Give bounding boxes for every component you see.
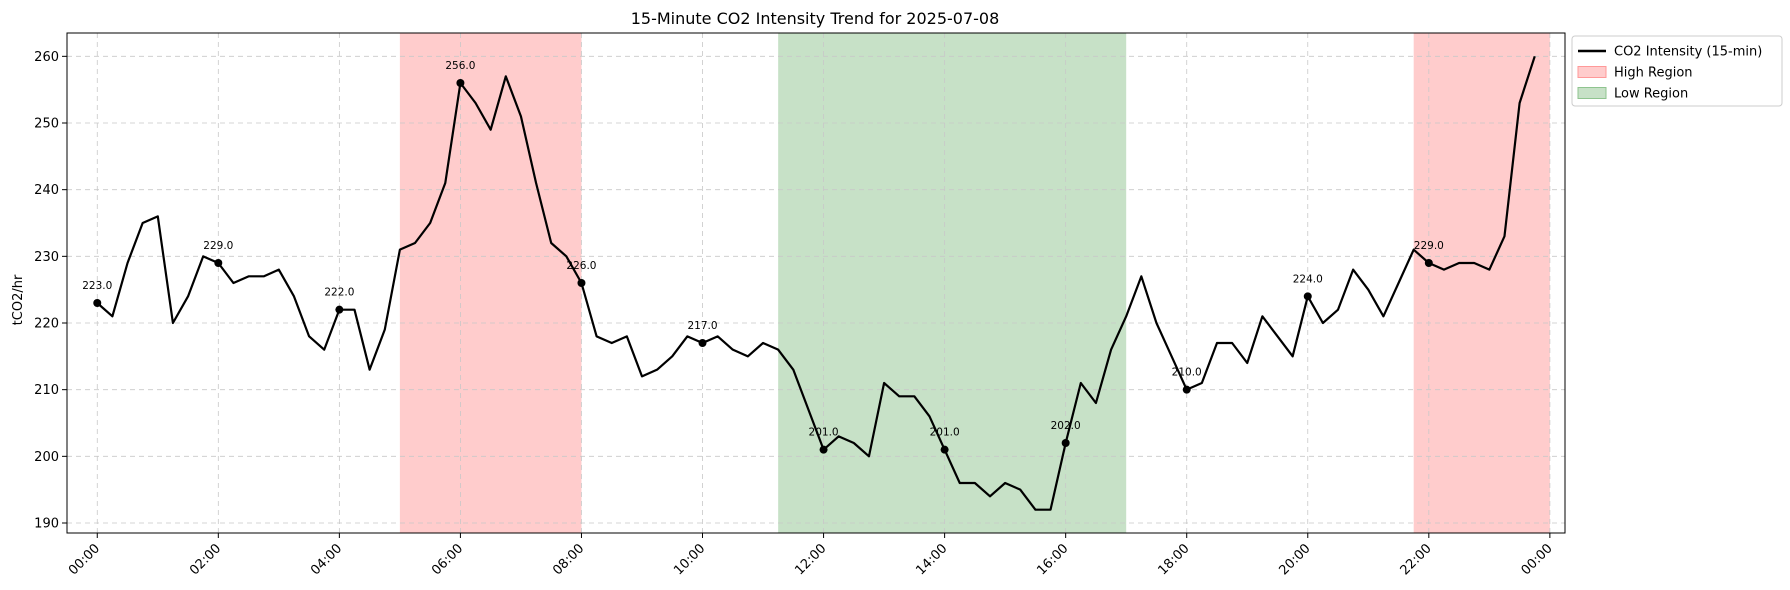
- markers-layer: 223.0 229.0 222.0 256.0 226.0 217.0 201.0 201.0…: [82, 60, 1444, 454]
- legend-label-0: CO2 Intensity (15-min): [1614, 45, 1762, 60]
- legend-box: [1571, 35, 1783, 107]
- region-1: [778, 33, 1127, 533]
- legend-swatch-1: [1577, 66, 1607, 78]
- data-label-0: 223.0: [82, 280, 112, 292]
- data-label-6: 201.0: [809, 427, 839, 439]
- data-point-7: [940, 445, 949, 454]
- series-layer: [96, 55, 1536, 511]
- data-point-2: [335, 305, 344, 314]
- data-point-0: [93, 299, 102, 307]
- data-label-4: 226.0: [566, 260, 596, 272]
- data-label-5: 217.0: [687, 320, 717, 332]
- data-label-8: 202.0: [1051, 420, 1081, 432]
- data-label-7: 201.0: [930, 427, 960, 439]
- y-tick-label-0: 190: [34, 517, 59, 532]
- data-point-6: [819, 445, 828, 454]
- data-point-4: [577, 279, 586, 287]
- data-point-1: [214, 259, 223, 267]
- legend-swatch-2: [1577, 87, 1607, 99]
- shaded-regions: [399, 33, 1550, 533]
- region-2: [1413, 33, 1550, 533]
- data-label-9: 210.0: [1172, 367, 1202, 379]
- data-label-3: 256.0: [445, 60, 475, 72]
- data-label-1: 229.0: [203, 240, 233, 252]
- y-tick-label-1: 200: [34, 450, 59, 465]
- y-tick-label-2: 210: [34, 383, 59, 398]
- y-tick-label-3: 220: [34, 317, 59, 332]
- data-point-11: [1424, 259, 1433, 267]
- data-point-8: [1061, 439, 1070, 447]
- y-tick-label-5: 240: [34, 183, 59, 198]
- region-0: [399, 33, 582, 533]
- chart-title: 15-Minute CO2 Intensity Trend for 2025-0…: [631, 9, 1000, 28]
- plot-frame: [66, 32, 1566, 534]
- data-point-10: [1303, 292, 1312, 301]
- data-point-5: [698, 339, 707, 347]
- grid-lines: [67, 33, 1565, 533]
- data-label-2: 222.0: [324, 287, 354, 299]
- data-point-9: [1182, 385, 1191, 394]
- legend-label-2: Low Region: [1614, 87, 1688, 102]
- legend: CO2 Intensity (15-min) High Region Low Reg…: [1571, 35, 1783, 107]
- data-point-3: [456, 79, 465, 87]
- data-label-11: 229.0: [1414, 240, 1444, 252]
- y-axis-label: tCO2/hr: [11, 274, 26, 325]
- data-label-10: 224.0: [1293, 273, 1323, 285]
- y-tick-label-7: 260: [34, 50, 59, 65]
- series-line-0: [96, 55, 1536, 511]
- y-tick-label-4: 230: [34, 250, 59, 265]
- y-tick-label-6: 250: [34, 117, 59, 132]
- legend-label-1: High Region: [1614, 66, 1693, 81]
